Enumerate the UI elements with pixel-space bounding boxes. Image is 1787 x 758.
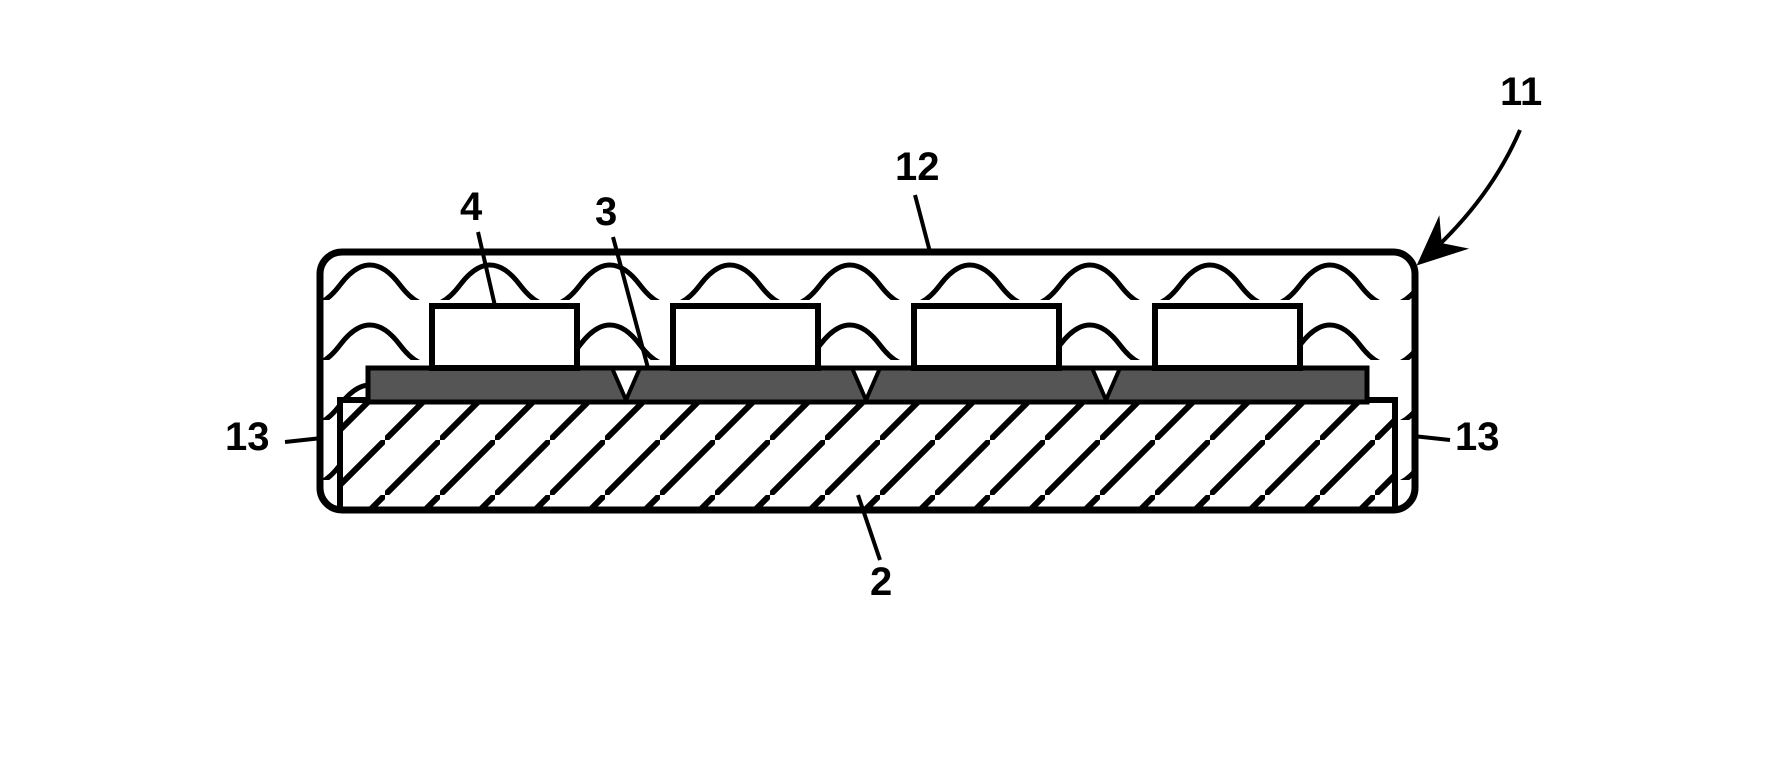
chip-3 (914, 306, 1059, 368)
label-11: 11 (1500, 70, 1542, 115)
leader-11 (1425, 130, 1520, 258)
label-2: 2 (870, 560, 892, 605)
leader-13-left (285, 438, 322, 442)
label-13-right: 13 (1455, 415, 1500, 460)
diagram-stage: 11 12 4 3 13 13 2 (0, 0, 1787, 758)
layer-3 (368, 368, 1367, 402)
package-body (320, 252, 1415, 510)
label-3: 3 (595, 190, 617, 235)
label-12: 12 (895, 145, 940, 190)
substrate-2 (340, 400, 1395, 510)
label-13-left: 13 (225, 415, 270, 460)
chip-2 (673, 306, 818, 368)
leader-12 (915, 195, 930, 252)
chip-1 (432, 306, 577, 368)
chip-4 (1155, 306, 1300, 368)
label-4: 4 (460, 185, 482, 230)
leader-13-right (1413, 436, 1450, 440)
